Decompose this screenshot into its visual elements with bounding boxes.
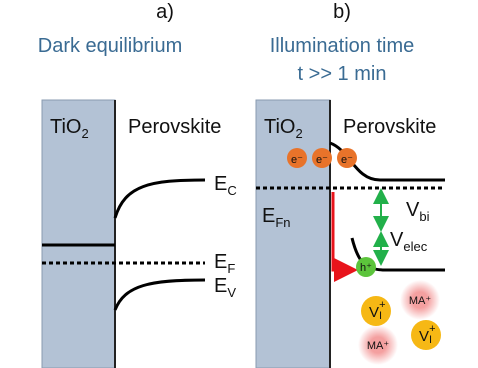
perovskite-label: Perovskite bbox=[343, 116, 436, 138]
conduction-band bbox=[115, 180, 205, 218]
hole-label: h⁺ bbox=[360, 262, 372, 274]
text-part: V bbox=[369, 304, 379, 321]
vbi-label: Vbi bbox=[406, 199, 430, 224]
text-part: C bbox=[227, 183, 236, 198]
electron: e⁻ bbox=[316, 154, 328, 166]
text-part: E bbox=[214, 251, 227, 273]
electron: e⁻ bbox=[341, 154, 353, 166]
recombination-arrow bbox=[333, 192, 352, 270]
text-part: V bbox=[406, 199, 420, 221]
text-part: E bbox=[214, 275, 227, 297]
text-part: F bbox=[227, 261, 235, 276]
text-part: bi bbox=[419, 209, 429, 224]
panel-title: t >> 1 min bbox=[298, 63, 387, 85]
perovskite-label: Perovskite bbox=[128, 116, 221, 138]
text-part: V bbox=[390, 229, 404, 251]
text-part: TiO bbox=[50, 116, 81, 138]
panel-title: Illumination time bbox=[270, 35, 415, 57]
text-part: V bbox=[419, 328, 429, 345]
panel-label: b) bbox=[333, 1, 351, 23]
ma-label: MA⁺ bbox=[409, 295, 432, 307]
electron: e⁻ bbox=[291, 154, 303, 166]
text-part: 2 bbox=[81, 126, 88, 141]
valence-band bbox=[115, 280, 205, 310]
text-part: Fn bbox=[275, 215, 290, 230]
ef-label: EF bbox=[214, 251, 235, 276]
tio2-layer bbox=[256, 100, 330, 368]
panel-title: Dark equilibrium bbox=[38, 35, 183, 57]
ma-label: MA⁺ bbox=[367, 340, 390, 352]
text-part: I bbox=[379, 310, 382, 322]
text-part: + bbox=[379, 299, 385, 311]
text-part: V bbox=[227, 285, 236, 300]
tio2-layer bbox=[42, 100, 115, 368]
electrons: e⁻ e⁻ e⁻ bbox=[287, 148, 357, 168]
text-part: I bbox=[429, 334, 432, 346]
text-part: TiO bbox=[264, 116, 295, 138]
panel-label: a) bbox=[156, 1, 174, 23]
diagram: a) Dark equilibrium TiO2 Perovskite EC E… bbox=[0, 0, 478, 368]
velec-label: Velec bbox=[390, 229, 428, 254]
text-part: 2 bbox=[295, 126, 302, 141]
text-part: E bbox=[214, 173, 227, 195]
text-part: elec bbox=[403, 239, 427, 254]
text-part: E bbox=[262, 205, 275, 227]
text-part: + bbox=[429, 323, 435, 335]
ec-label: EC bbox=[214, 173, 237, 198]
ev-label: EV bbox=[214, 275, 236, 300]
